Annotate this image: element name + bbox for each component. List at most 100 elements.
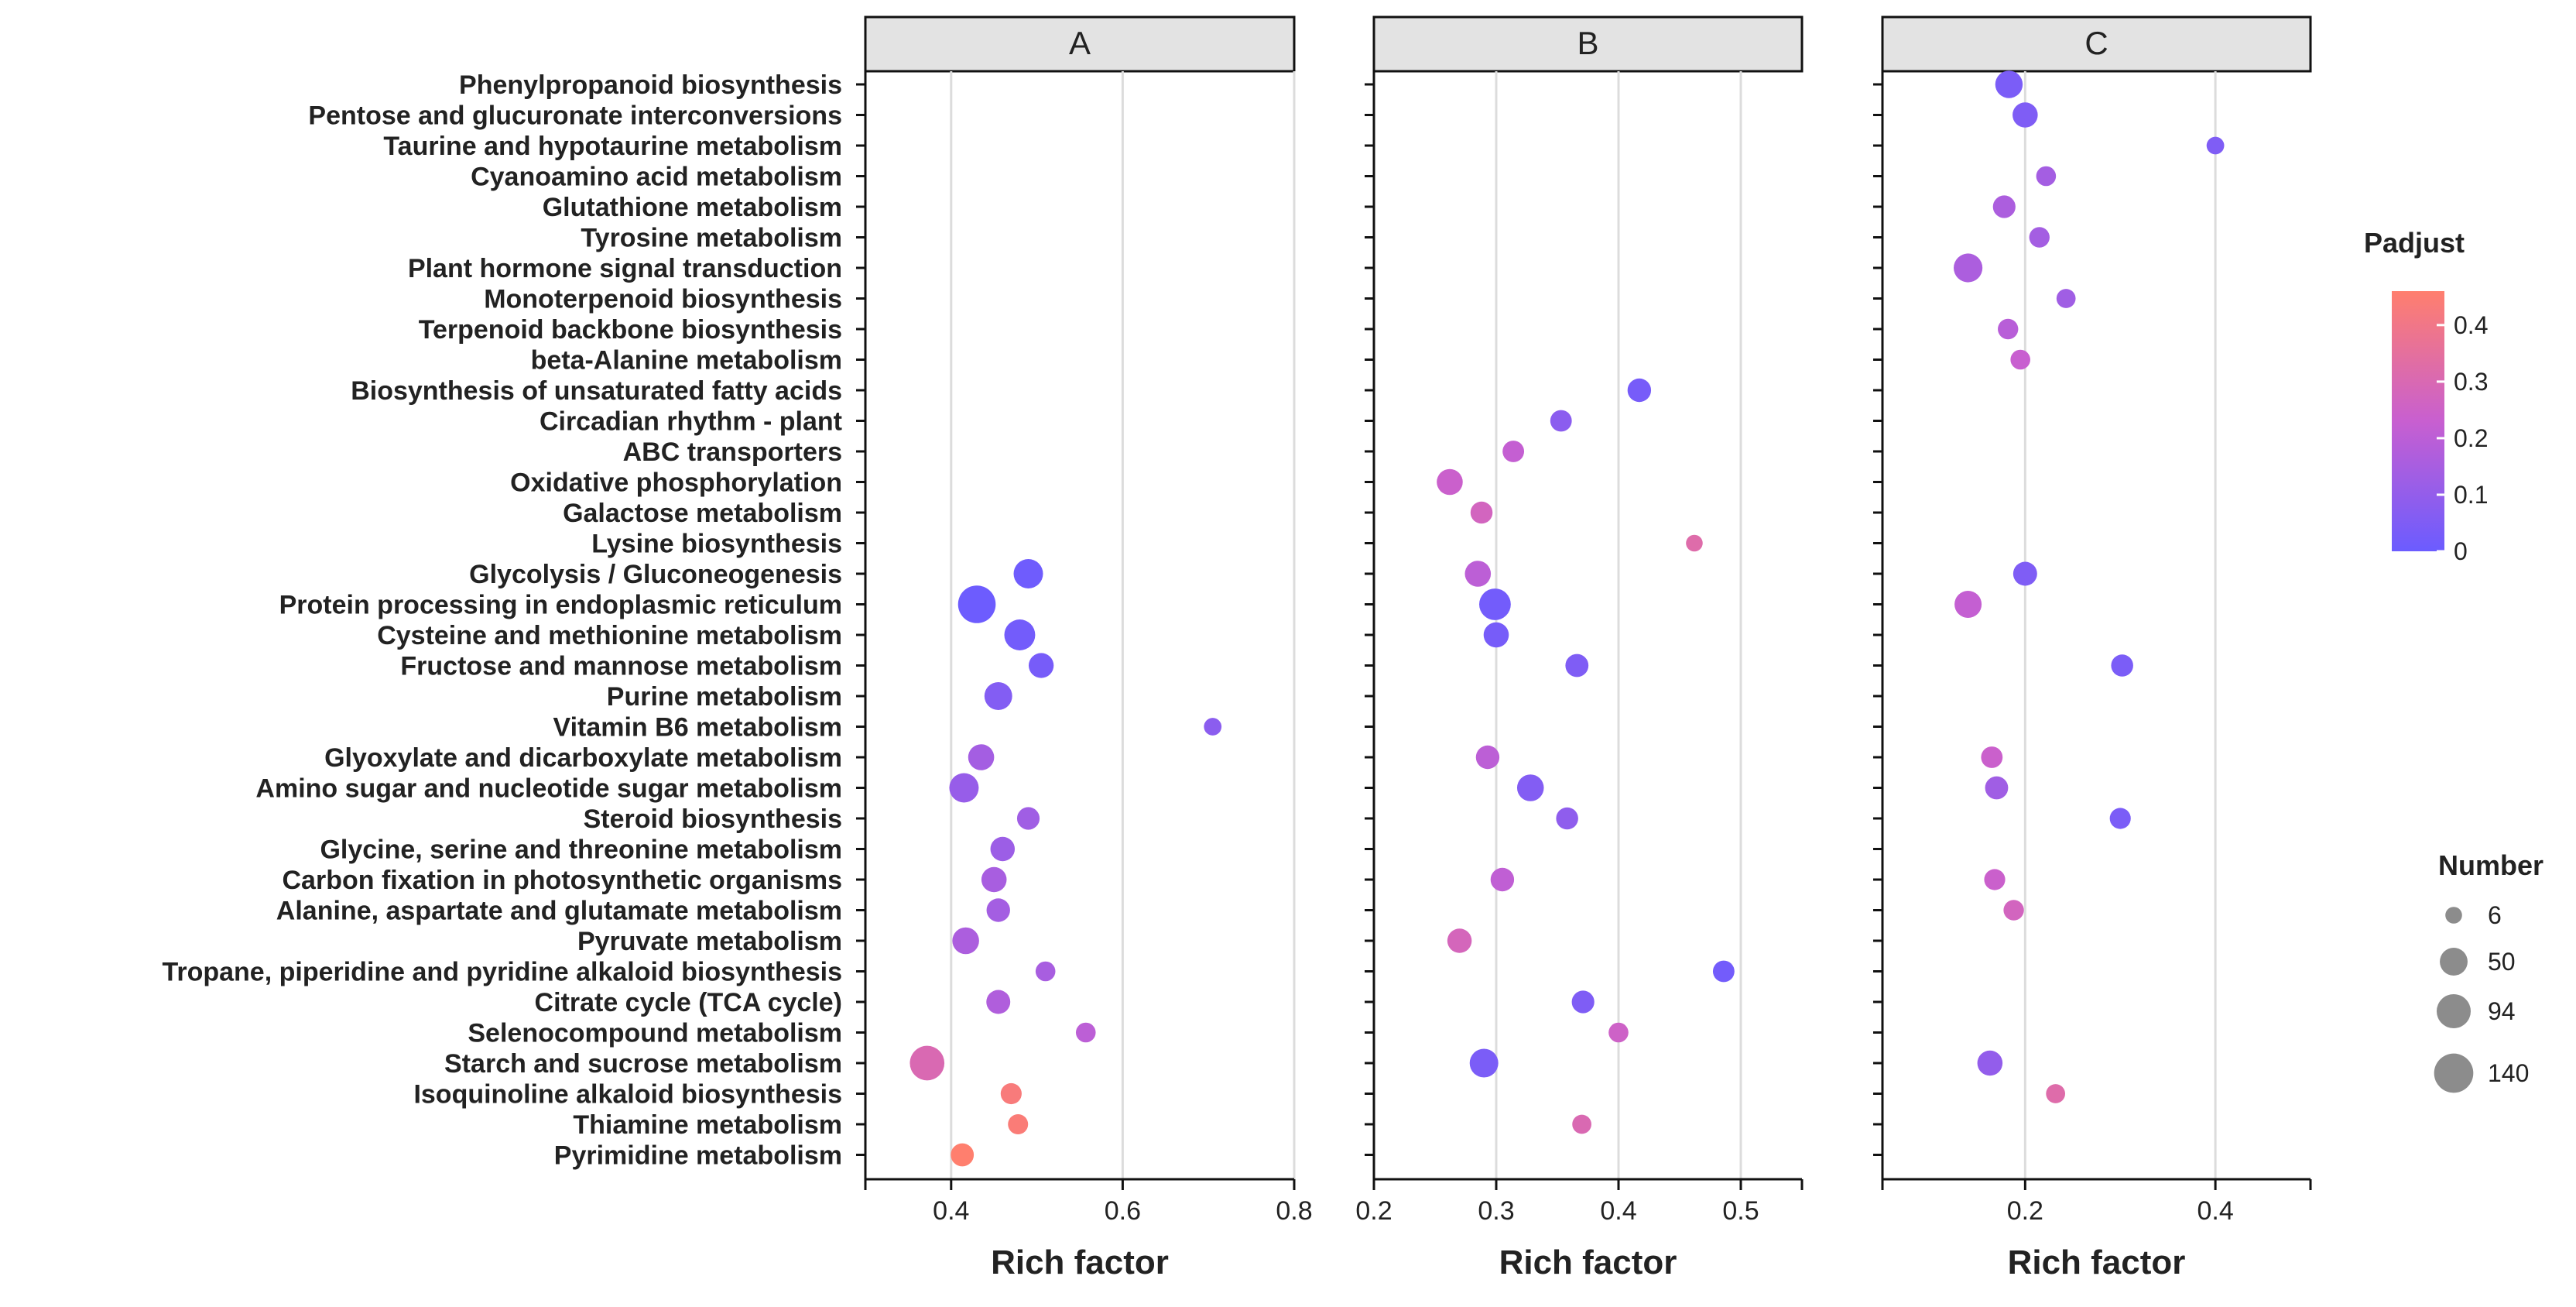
data-point (1985, 776, 2009, 800)
pathway-label: Glyoxylate and dicarboxylate metabolism (324, 743, 842, 773)
data-point (1016, 807, 1040, 830)
color-legend-tick-label: 0.2 (2454, 424, 2488, 452)
data-point (1479, 588, 1511, 620)
data-point (1013, 559, 1043, 588)
data-point (951, 1143, 975, 1167)
data-point (1000, 1082, 1022, 1105)
size-legend-key (2440, 948, 2468, 976)
data-point (1954, 591, 1982, 618)
pathway-label: Selenocompound metabolism (468, 1019, 842, 1048)
data-point (949, 773, 979, 803)
pathway-label: Plant hormone signal transduction (408, 254, 842, 283)
panel-strip-label: B (1577, 25, 1598, 61)
data-point (1035, 961, 1056, 982)
pathway-label: Pentose and glucuronate interconversions (308, 101, 842, 131)
data-point (2003, 900, 2024, 921)
data-point (1075, 1022, 1096, 1043)
pathway-label: Protein processing in endoplasmic reticu… (279, 591, 842, 620)
data-point (2109, 808, 2131, 829)
data-point (1556, 807, 1578, 830)
data-point (1712, 960, 1735, 983)
size-legend-key (2445, 907, 2462, 924)
data-point (2010, 349, 2030, 370)
color-legend-tick-label: 0 (2454, 537, 2468, 565)
data-point (990, 836, 1016, 862)
data-point (1977, 1050, 2003, 1076)
data-point (1516, 774, 1544, 801)
data-point (2111, 654, 2133, 677)
data-point (909, 1045, 945, 1081)
data-point (1204, 718, 1222, 736)
x-tick-label: 0.2 (2007, 1196, 2043, 1226)
size-legend-key (2436, 993, 2472, 1029)
pathway-label: Phenylpropanoid biosynthesis (459, 70, 842, 100)
size-legend-title: Number (2438, 849, 2543, 881)
data-point (2012, 561, 2037, 586)
x-tick-label: 0.3 (1478, 1196, 1514, 1226)
pathway-label: Pyrimidine metabolism (554, 1141, 842, 1171)
data-point (986, 898, 1010, 922)
data-point (1686, 534, 1703, 552)
pathway-label: Oxidative phosphorylation (510, 468, 842, 498)
pathway-label: Monoterpenoid biosynthesis (484, 285, 842, 314)
color-legend-tick-label: 0.4 (2454, 311, 2488, 339)
data-point (1004, 619, 1036, 650)
panel-c: C 0.2 0.4 Rich factor (1873, 15, 2312, 1281)
data-point (1470, 501, 1493, 524)
data-point (1502, 441, 1525, 462)
data-point (1550, 410, 1572, 432)
data-point (1483, 622, 1509, 648)
x-axis-title: Rich factor (1499, 1244, 1677, 1281)
pathway-label: Isoquinoline alkaloid biosynthesis (413, 1080, 842, 1110)
x-axis-title: Rich factor (991, 1244, 1169, 1281)
data-point (1571, 990, 1595, 1014)
data-point (1992, 195, 2016, 218)
pathway-label: Carbon fixation in photosynthetic organi… (283, 866, 843, 895)
color-legend-title: Padjust (2364, 227, 2465, 259)
size-legend-label: 94 (2488, 997, 2516, 1025)
pathway-label: Tropane, piperidine and pyridine alkaloi… (162, 958, 842, 987)
pathway-label: Pyruvate metabolism (577, 927, 842, 956)
size-legend-label: 140 (2488, 1059, 2529, 1087)
panel-strip (864, 15, 1296, 73)
x-tick-label: 0.8 (1276, 1196, 1312, 1226)
pathway-label: Glutathione metabolism (543, 193, 842, 222)
panel-strip (1881, 15, 2312, 73)
data-point (1998, 318, 2019, 340)
data-point (1608, 1022, 1629, 1043)
data-point (1490, 867, 1515, 892)
data-point (1627, 378, 1652, 403)
size-legend-key (2434, 1053, 2474, 1093)
x-tick-label: 0.5 (1722, 1196, 1759, 1226)
data-point (984, 682, 1012, 710)
x-axis-title: Rich factor (2008, 1244, 2186, 1281)
data-point (981, 866, 1007, 893)
pathway-label: Alanine, aspartate and glutamate metabol… (276, 897, 842, 926)
pathway-label: ABC transporters (623, 437, 842, 467)
data-point (1954, 253, 1983, 283)
pathway-label: Circadian rhythm - plant (540, 407, 842, 437)
data-point (1995, 70, 2023, 98)
data-point (1981, 746, 2003, 768)
x-tick-label: 0.4 (2197, 1196, 2233, 1226)
data-point (952, 927, 979, 955)
x-tick-label: 0.4 (933, 1196, 969, 1226)
size-legend-label: 50 (2488, 948, 2516, 976)
x-tick-label: 0.4 (1600, 1196, 1636, 1226)
pathway-label: Biosynthesis of unsaturated fatty acids (351, 376, 842, 406)
data-point (957, 585, 996, 623)
panel-strip-label: A (1069, 25, 1091, 61)
data-point (1984, 869, 2006, 890)
pathway-label: Vitamin B6 metabolism (553, 713, 843, 743)
data-point (2056, 289, 2076, 308)
data-point (986, 990, 1011, 1014)
data-point (1028, 653, 1054, 678)
panel-strip-label: C (2084, 25, 2108, 61)
data-point (2029, 227, 2050, 248)
pathway-label: Purine metabolism (607, 682, 842, 712)
pathway-label: Galactose metabolism (563, 499, 842, 528)
data-point (1008, 1114, 1029, 1134)
